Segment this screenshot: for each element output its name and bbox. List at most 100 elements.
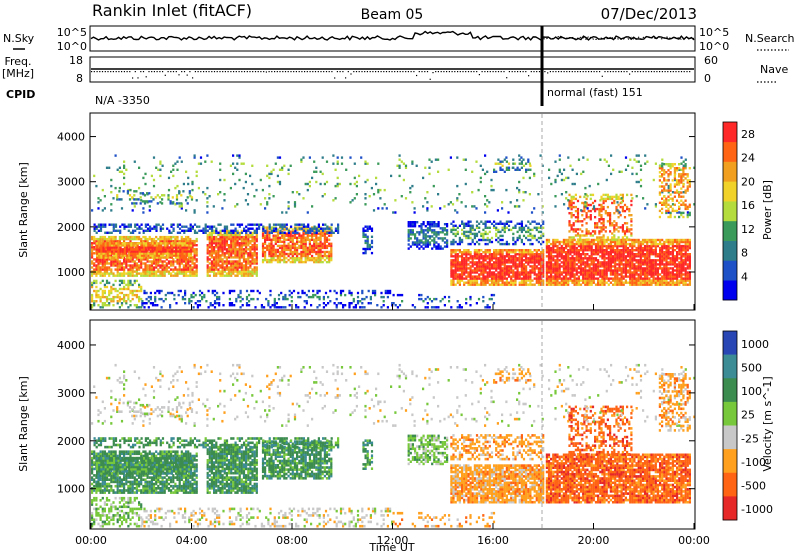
power-cell: [633, 249, 636, 252]
power-cell: [469, 220, 472, 223]
nave-dot: [123, 71, 125, 73]
power-cell: [242, 242, 246, 245]
power-cell: [507, 242, 511, 246]
power-cell: [148, 237, 151, 241]
power-cell: [140, 250, 144, 253]
power-cell: [210, 239, 213, 243]
power-cell: [160, 244, 163, 247]
power-cell: [101, 262, 104, 265]
power-cell: [148, 270, 151, 273]
power-cell: [637, 261, 640, 264]
power-cell: [108, 246, 111, 249]
power-cell: [210, 254, 213, 257]
nave-dot: [672, 71, 674, 73]
power-cell: [127, 246, 130, 249]
power-cell: [366, 225, 369, 228]
power-cell: [682, 253, 685, 256]
power-cell: [121, 252, 124, 255]
power-cell: [187, 254, 191, 257]
power-cell: [108, 254, 111, 257]
power-cell: [529, 255, 532, 258]
power-cell: [102, 248, 105, 251]
power-cell: [251, 235, 254, 239]
nsky-label: N.Sky: [3, 32, 35, 45]
nave-dot: [350, 73, 352, 75]
power-cell: [499, 230, 502, 234]
power-cell: [247, 229, 250, 232]
power-cell: [183, 244, 186, 247]
power-cell: [533, 249, 536, 252]
power-cell: [276, 248, 279, 252]
power-cell: [609, 255, 612, 258]
cpid-right-text: normal (fast) 151: [547, 86, 643, 99]
power-cell: [684, 249, 687, 252]
power-cell: [486, 242, 489, 246]
power-cell: [180, 272, 183, 275]
power-cell: [620, 261, 623, 264]
power-cell: [150, 239, 153, 243]
power-cell: [165, 270, 168, 273]
power-cell: [117, 242, 120, 245]
power-cell: [97, 270, 100, 273]
power-cell: [158, 248, 161, 251]
nave-dot: [241, 71, 243, 73]
power-cell: [609, 249, 612, 252]
power-cell: [195, 239, 198, 243]
power-cell: [115, 244, 118, 247]
power-cell: [475, 269, 479, 272]
power-cell: [512, 275, 515, 278]
nave-dot: [459, 71, 461, 73]
power-cell: [452, 261, 455, 264]
power-cell: [175, 248, 178, 251]
power-cell: [108, 237, 111, 241]
power-cell: [193, 252, 196, 255]
power-cell: [321, 250, 324, 254]
power-cell: [665, 261, 668, 264]
power-cell: [507, 255, 511, 258]
power-cell: [293, 250, 297, 254]
power-cell: [478, 273, 481, 276]
power-cell: [217, 258, 220, 261]
power-cell: [91, 254, 94, 257]
power-cell: [478, 255, 481, 258]
power-cell: [612, 255, 615, 258]
power-cell: [452, 228, 455, 232]
power-cell: [152, 270, 156, 273]
power-cell: [185, 272, 188, 275]
nave-dot: [470, 71, 472, 73]
power-cell: [133, 274, 136, 277]
nave-dot: [178, 74, 180, 76]
power-cell: [582, 269, 585, 272]
power-cell: [157, 258, 160, 261]
power-cell: [495, 232, 498, 236]
power-cell: [588, 255, 591, 258]
power-cell: [193, 274, 196, 277]
nave-dot: [96, 71, 98, 73]
power-cell: [686, 242, 689, 246]
power-cell: [116, 260, 119, 263]
power-cell: [368, 243, 371, 247]
power-cell: [584, 253, 587, 256]
power-cell: [416, 231, 419, 234]
power-cell: [300, 236, 303, 239]
power-cell: [590, 275, 593, 278]
power-cell: [291, 236, 294, 239]
power-cell: [364, 247, 367, 251]
power-cell: [317, 242, 320, 245]
power-cell: [223, 268, 226, 271]
nave-dot: [405, 71, 407, 73]
power-cell: [155, 260, 158, 263]
power-cell: [644, 281, 647, 284]
power-cell: [121, 256, 124, 259]
power-cell: [208, 235, 211, 239]
power-cell: [181, 242, 184, 245]
power-cell: [178, 268, 181, 271]
power-cell: [136, 250, 139, 253]
power-cell: [159, 229, 162, 232]
power-cell: [251, 274, 254, 277]
power-cell: [217, 256, 220, 259]
power-cell: [172, 254, 176, 257]
power-cell: [437, 233, 440, 236]
power-cell: [242, 274, 246, 277]
power-cell: [112, 239, 115, 243]
